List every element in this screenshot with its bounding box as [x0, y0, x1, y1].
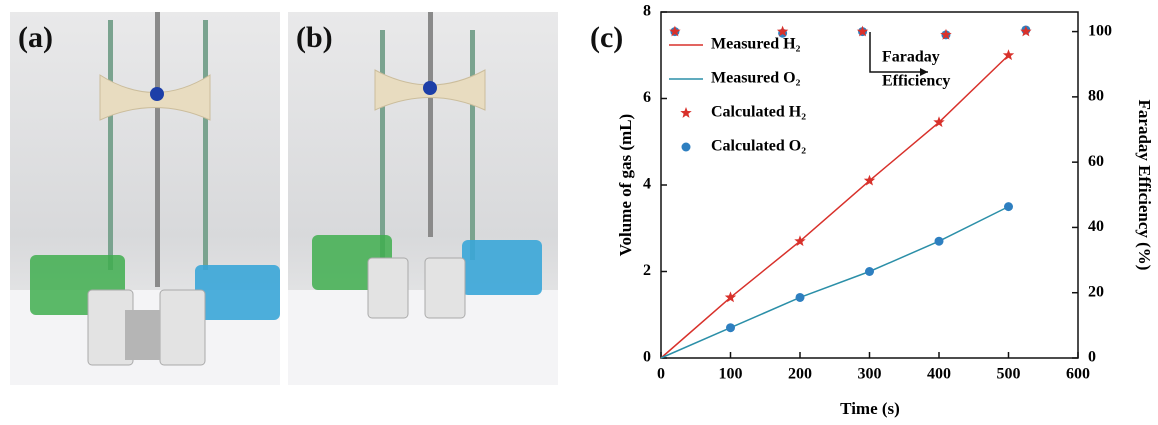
x-tick-label: 0 — [657, 366, 665, 383]
legend-label: Measured H₂ — [711, 36, 801, 53]
x-tick-label: 200 — [788, 366, 812, 383]
legend-swatch — [680, 107, 691, 118]
x-tick-label: 300 — [858, 366, 882, 383]
legend-label: Calculated O₂ — [711, 138, 806, 155]
y-tick-label: 4 — [643, 176, 651, 193]
circle-marker — [1004, 202, 1013, 211]
panel-label: (c) — [590, 21, 623, 54]
star-marker — [1020, 26, 1031, 37]
y2-tick-label: 100 — [1088, 22, 1112, 39]
line — [661, 207, 1009, 358]
annotation: Efficiency — [882, 73, 950, 90]
y-tick-label: 8 — [643, 3, 651, 20]
annotation: Faraday — [882, 49, 940, 66]
panel-label: (a) — [18, 21, 53, 54]
y2-tick-label: 60 — [1088, 153, 1104, 170]
legend-label: Measured O₂ — [711, 70, 801, 87]
circle-marker — [796, 293, 805, 302]
x-tick-label: 500 — [997, 366, 1021, 383]
x-tick-label: 100 — [719, 366, 743, 383]
line — [661, 55, 1009, 358]
circle-marker — [935, 237, 944, 246]
y2-tick-label: 40 — [1088, 218, 1104, 235]
legend-swatch — [682, 143, 691, 152]
x-tick-label: 600 — [1066, 366, 1090, 383]
x-tick-label: 400 — [927, 366, 951, 383]
y-tick-label: 6 — [643, 89, 651, 106]
y-tick-label: 0 — [643, 349, 651, 366]
y2-tick-label: 0 — [1088, 349, 1096, 366]
y2-axis-title: Faraday Efficiency (%) — [1135, 100, 1154, 271]
y-tick-label: 2 — [643, 262, 651, 279]
circle-marker — [726, 323, 735, 332]
legend-label: Calculated H₂ — [711, 104, 806, 121]
circle-marker — [865, 267, 874, 276]
panel-label: (b) — [296, 21, 333, 54]
photo-a — [10, 12, 280, 385]
x-axis-title: Time (s) — [840, 399, 900, 418]
photo-b — [288, 12, 558, 385]
y2-tick-label: 20 — [1088, 283, 1104, 300]
figure: (a) (b) (c) Time (s) Volume of gas (mL) … — [0, 0, 1158, 425]
y-axis-title: Volume of gas (mL) — [616, 114, 635, 256]
y2-tick-label: 80 — [1088, 88, 1104, 105]
